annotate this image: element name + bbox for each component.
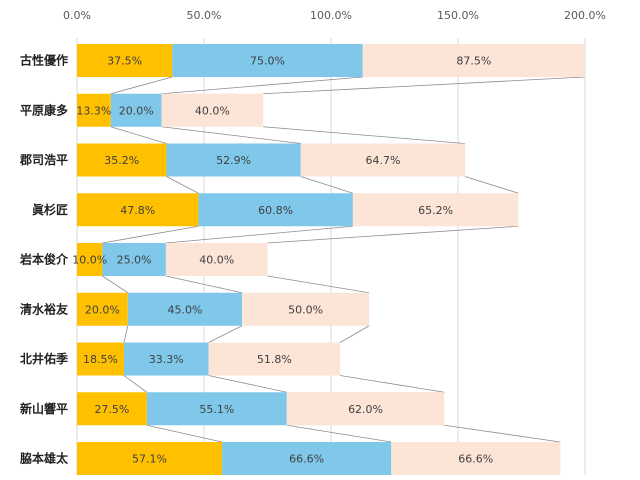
x-tick-label: 100.0% [310,9,352,22]
bar-segment [77,243,103,276]
data-label: 64.7% [365,154,400,167]
series-line [340,375,445,393]
series-line [208,325,243,343]
x-tick-label: 50.0% [187,9,222,22]
series-line [166,176,199,194]
bar-segment [161,93,264,127]
series-line [208,375,287,393]
bar-segment [77,442,223,475]
bar-segment [77,93,111,127]
series-line [300,176,353,194]
data-label: 10.0% [72,254,107,267]
category-label: 北井佑季 [20,351,69,366]
data-label: 47.8% [120,204,155,217]
bar-segment [77,292,128,326]
series-line [165,275,243,294]
bar-segment [127,292,243,326]
bar-segments [77,44,585,475]
data-label: 52.9% [216,154,251,167]
data-label: 27.5% [94,403,129,416]
x-tick-label: 200.0% [564,9,606,22]
data-label: 33.3% [149,353,184,366]
bar-segment [362,44,585,77]
data-label: 57.1% [132,453,167,466]
bar-segment [102,243,166,276]
data-label: 40.0% [199,254,234,267]
series-line [263,76,586,95]
series-line [444,424,561,443]
series-line [110,126,167,144]
data-label: 60.8% [258,204,293,217]
series-line [102,225,199,244]
bar-segment [172,44,363,77]
bar-segment [110,93,162,127]
x-tick-label: 150.0% [437,9,479,22]
data-label: 40.0% [195,104,230,117]
category-label: 脇本雄太 [20,451,69,466]
series-line [123,375,148,393]
data-label: 20.0% [85,303,120,316]
data-label: 66.6% [289,453,324,466]
series-line [161,126,301,144]
data-label: 25.0% [117,254,152,267]
series-line [286,424,392,443]
data-label: 62.0% [348,403,383,416]
data-labels: 37.5% 75.0% 87.5% 13.3% 20.0% 40.0% 35.2% 52.9%… [72,55,493,466]
series-line [146,424,223,443]
category-label: 眞杉匠 [32,202,68,217]
bar-segment [352,193,519,227]
series-line [123,325,129,343]
bar-segment [77,193,199,227]
data-label: 66.6% [458,453,493,466]
x-tick-label: 0.0% [63,9,91,22]
bar-segment [77,44,173,77]
series-line [464,176,519,194]
series-lines [102,76,586,443]
data-label: 50.0% [288,303,323,316]
bar-segment [391,442,561,475]
series-line [165,225,353,244]
category-label: 岩本俊介 [19,252,69,267]
bar-segment [300,143,466,177]
bar-segment [123,342,209,376]
series-line [110,76,173,95]
bar-segment [286,392,445,426]
series-line [161,76,363,95]
bar-segment [146,392,287,426]
data-label: 45.0% [167,303,202,316]
data-label: 20.0% [119,104,154,117]
data-label: 37.5% [107,55,142,68]
category-label: 新山響平 [20,401,68,416]
data-label: 55.1% [199,403,234,416]
series-line [267,225,519,244]
bar-segment [222,442,392,475]
data-label: 35.2% [104,154,139,167]
bar-segment [208,342,341,376]
bar-segment [77,392,147,426]
category-label: 平原康多 [20,102,68,117]
data-label: 65.2% [418,204,453,217]
series-line [263,126,466,144]
category-label: 古性優作 [20,53,68,68]
data-label: 13.3% [76,104,111,117]
data-label: 87.5% [456,55,491,68]
bar-segment [166,143,301,177]
data-label: 51.8% [257,353,292,366]
category-label: 清水裕友 [20,301,68,316]
series-line [267,275,370,294]
x-axis-tick-labels: 0.0% 50.0% 100.0% 150.0% 200.0% [63,9,606,22]
bar-segment [242,292,370,326]
series-line [102,275,129,294]
category-label: 郡司浩平 [19,152,68,167]
bar-segment [77,342,124,376]
series-line [339,325,370,343]
data-label: 75.0% [250,55,285,68]
bar-segment [198,193,353,227]
bar-segment [165,243,268,276]
bar-segment [77,143,167,177]
data-label: 18.5% [83,353,118,366]
